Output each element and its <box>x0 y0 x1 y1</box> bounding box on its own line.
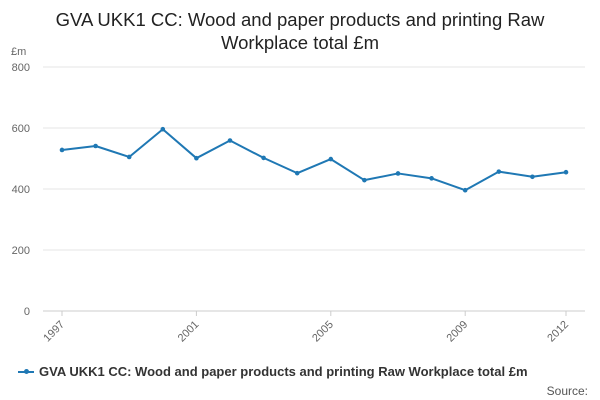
data-point <box>328 156 334 162</box>
data-point <box>530 174 535 180</box>
source-label: Source: <box>546 384 588 398</box>
data-point <box>496 169 502 174</box>
chart-title-line-2: Workplace total £m <box>221 32 379 53</box>
y-tick-label: 400 <box>12 184 30 196</box>
x-tick-label: 2001 <box>176 319 202 345</box>
x-tick-label: 2005 <box>310 319 336 345</box>
data-point <box>462 187 468 193</box>
y-tick-label: 0 <box>24 306 30 318</box>
gridlines <box>43 66 585 251</box>
data-point <box>362 177 367 183</box>
x-tick-label: 1997 <box>41 319 67 345</box>
data-point <box>126 154 132 160</box>
x-tick-label: 2009 <box>445 319 471 345</box>
data-point <box>563 169 569 175</box>
data-point <box>395 171 401 176</box>
y-tick-label: 600 <box>12 123 30 135</box>
data-point <box>194 155 199 161</box>
legend[interactable]: GVA UKK1 CC: Wood and paper products and… <box>18 364 528 379</box>
x-tick-label: 2012 <box>545 319 571 345</box>
y-axis-unit-label: £m <box>11 46 26 58</box>
axes: 0 200 400 600 800 1997 2001 2005 2009 2012 <box>12 62 585 344</box>
series-line <box>61 128 567 192</box>
data-point <box>294 170 300 176</box>
y-tick-label: 800 <box>12 62 30 74</box>
data-point <box>59 147 65 153</box>
data-point <box>227 138 233 143</box>
legend-series-marker <box>18 367 34 377</box>
chart-title: GVA UKK1 CC: Wood and paper products and… <box>0 8 600 54</box>
legend-series-label: GVA UKK1 CC: Wood and paper products and… <box>39 364 528 379</box>
data-point <box>261 155 266 161</box>
data-point <box>93 143 98 149</box>
legend-dot-symbol <box>23 369 29 374</box>
series-layer <box>59 126 569 193</box>
data-point <box>429 176 434 181</box>
data-point <box>160 126 166 132</box>
y-tick-label: 200 <box>12 245 30 257</box>
chart-title-line-1: GVA UKK1 CC: Wood and paper products and… <box>55 9 545 30</box>
